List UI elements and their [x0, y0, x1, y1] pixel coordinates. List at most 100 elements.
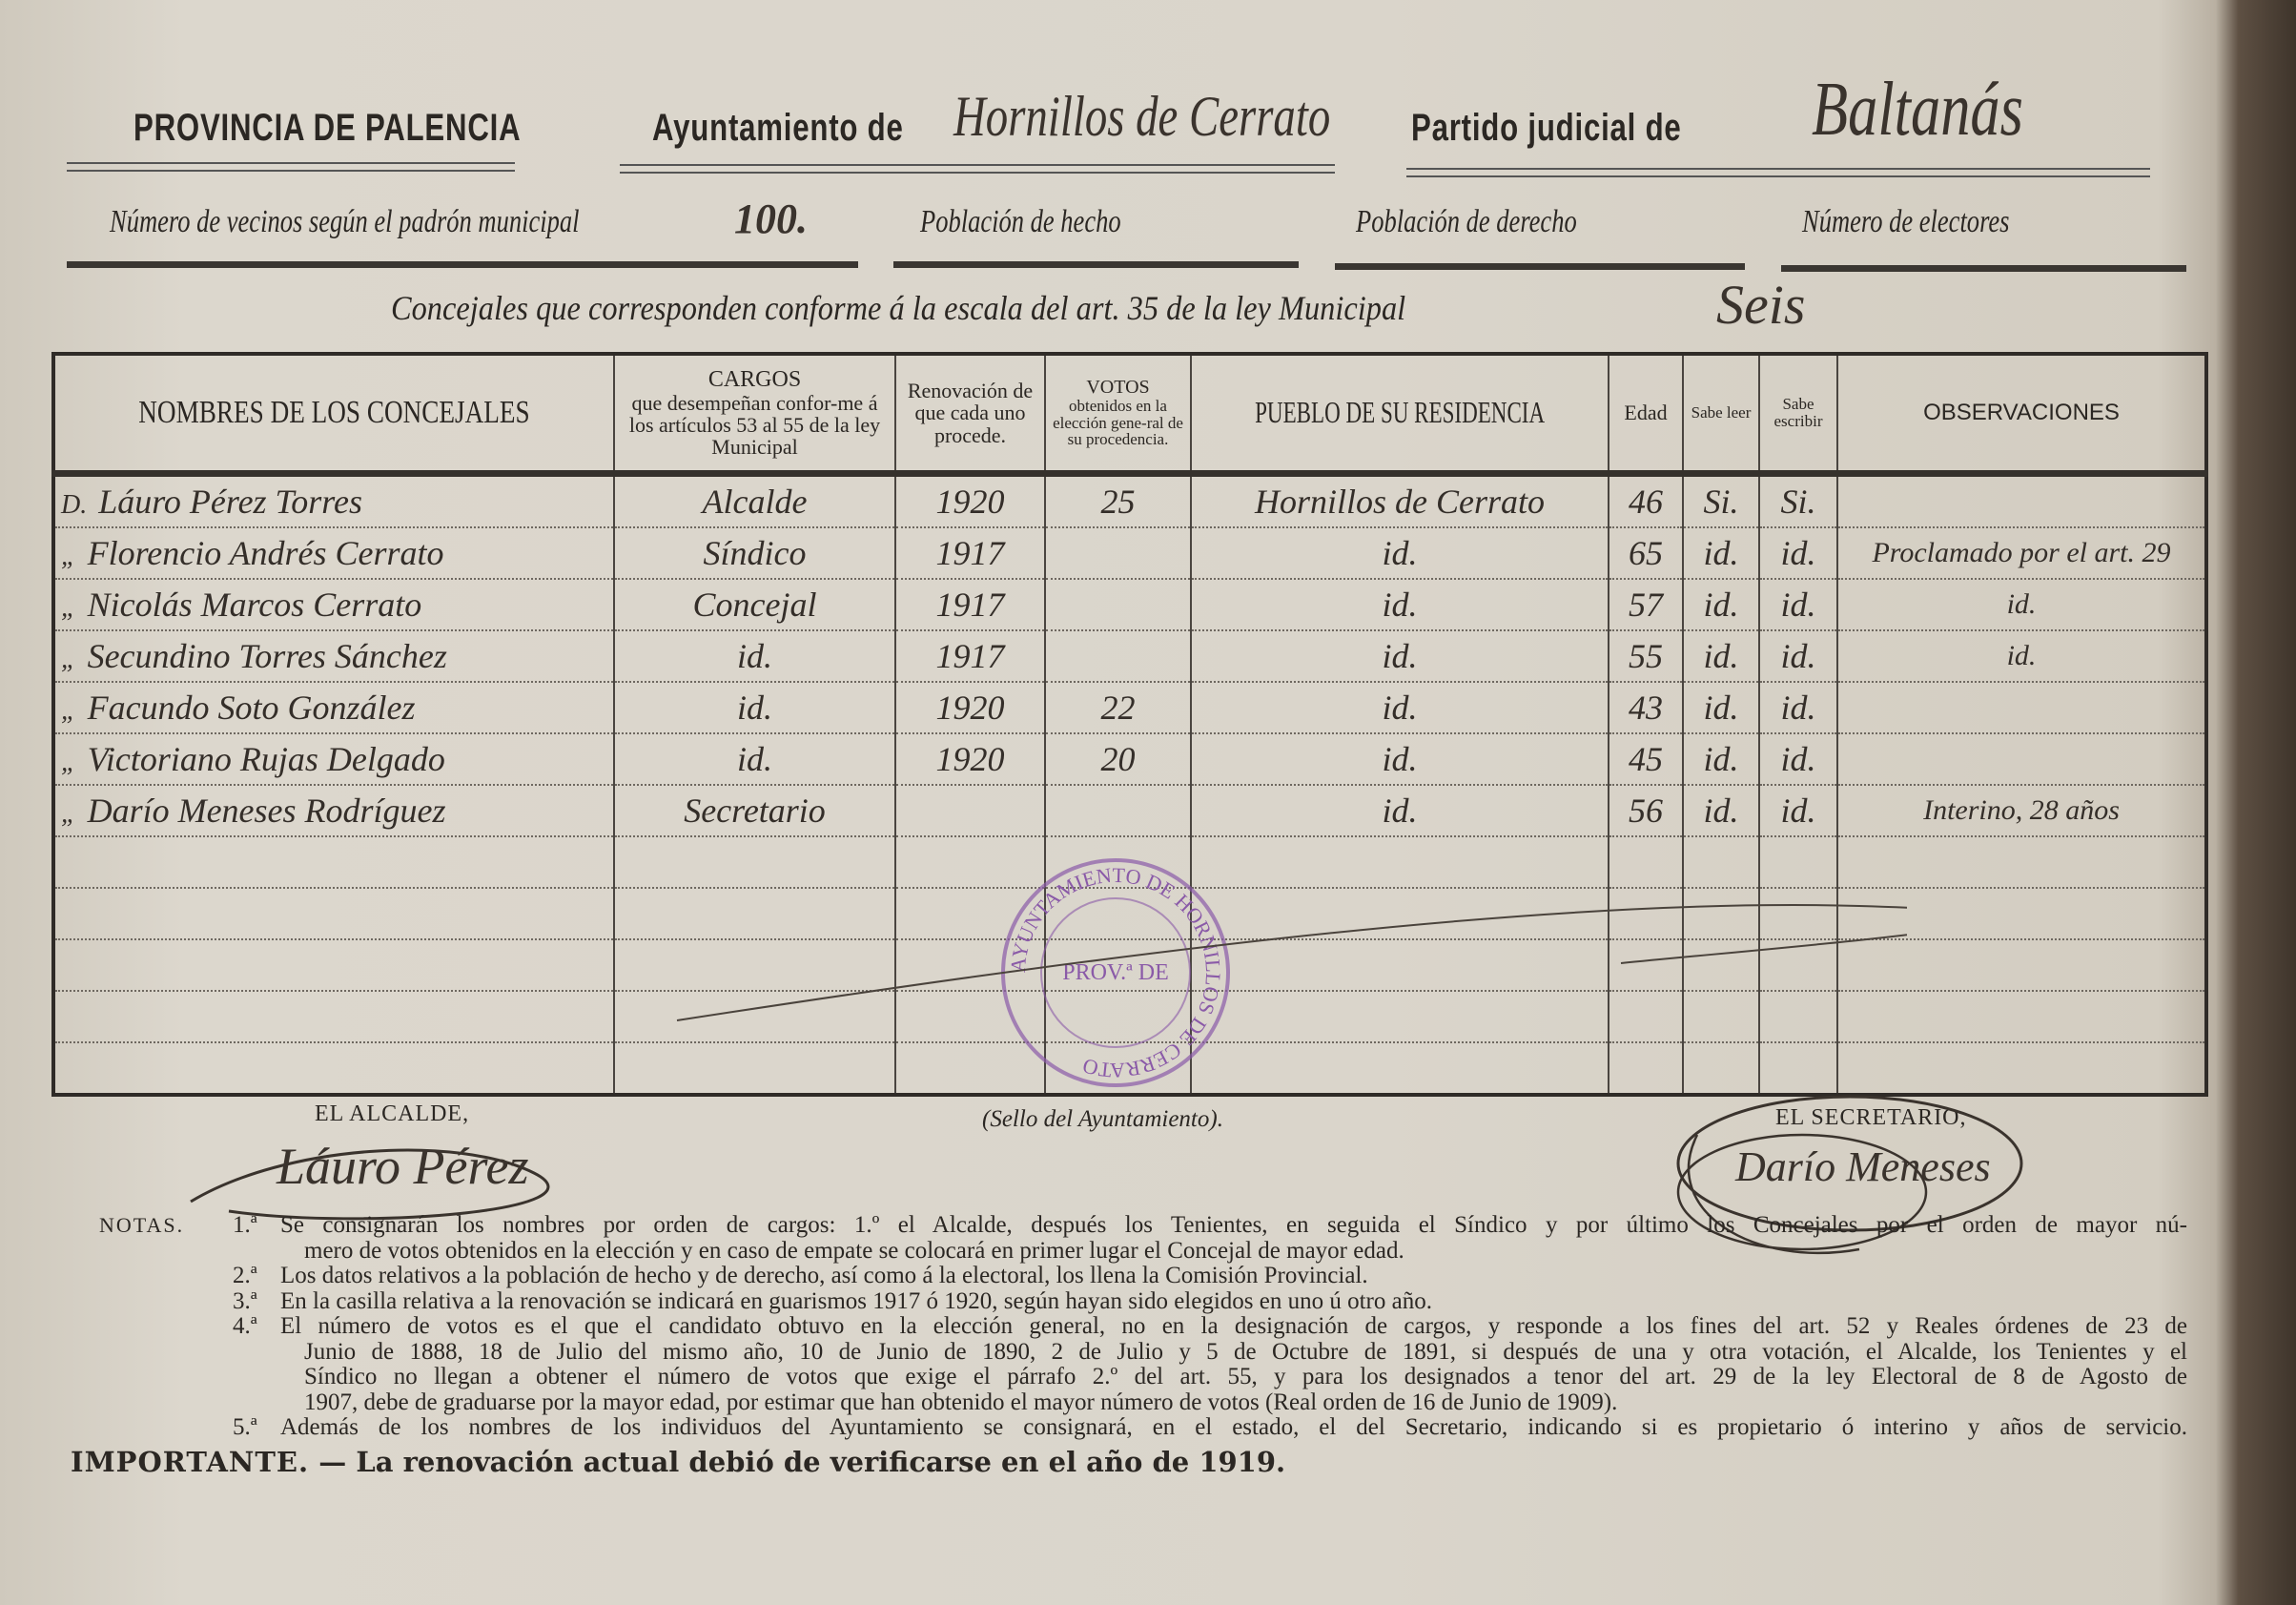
- concejales-value: Seis: [1716, 274, 1806, 336]
- partido-label: Partido judicial de: [1411, 107, 1682, 149]
- seal-center-text: PROV.ª DE: [1062, 960, 1169, 985]
- table-header-row: NOMBRES DE LOS CONCEJALES CARGOS que dese…: [52, 354, 2207, 477]
- name-prefix: „: [61, 799, 76, 829]
- cell-leer: id.: [1682, 785, 1760, 837]
- cell-observaciones: [1836, 991, 2207, 1043]
- cell-nombre: „ Victoriano Rujas Delgado: [52, 733, 615, 786]
- table-row: [52, 939, 2207, 992]
- table-row: „ Nicolás Marcos Cerrato Concejal 1917 id. 57…: [52, 579, 2207, 631]
- poblacion-hecho-label: Población de hecho: [920, 204, 1121, 239]
- cell-leer: Si.: [1682, 473, 1760, 528]
- divider: [67, 261, 858, 268]
- cell-observaciones: [1836, 888, 2207, 940]
- cell-votos: [1044, 630, 1192, 683]
- cell-edad: [1608, 836, 1684, 889]
- cell-nombre: „ Florencio Andrés Cerrato: [52, 527, 615, 580]
- table-row: „ Florencio Andrés Cerrato Síndico 1917 id. 6…: [52, 527, 2207, 580]
- note-text: mero de votos obtenidos en la elección y…: [304, 1237, 1404, 1264]
- cell-renovacion: [894, 939, 1046, 992]
- cell-edad: 56: [1608, 785, 1684, 837]
- table-row: [52, 1042, 2207, 1096]
- cell-observaciones: [1836, 836, 2207, 889]
- cell-votos: [1044, 836, 1192, 889]
- cell-nombre: [52, 836, 615, 889]
- cell-cargo: [613, 991, 896, 1043]
- cell-observaciones: [1836, 473, 2207, 528]
- name-prefix: „: [61, 645, 76, 674]
- cell-escribir: [1758, 888, 1838, 940]
- cell-escribir: id.: [1758, 682, 1838, 734]
- ayuntamiento-value: Hornillos de Cerrato: [953, 85, 1331, 148]
- cell-leer: id.: [1682, 733, 1760, 786]
- cell-pueblo: id.: [1190, 630, 1609, 683]
- divider: [893, 261, 1299, 268]
- cell-renovacion: 1917: [894, 527, 1046, 580]
- cell-nombre: „ Secundino Torres Sánchez: [52, 630, 615, 683]
- cell-edad: [1608, 991, 1684, 1043]
- cell-pueblo: [1190, 836, 1609, 889]
- cell-edad: [1608, 1042, 1684, 1096]
- concejal-name: Nicolás Marcos Cerrato: [87, 586, 422, 624]
- note-text: Junio de 1888, 18 de Julio del mismo año…: [304, 1338, 2187, 1365]
- cell-votos: 22: [1044, 682, 1192, 734]
- cell-votos: [1044, 991, 1192, 1043]
- cell-edad: 65: [1608, 527, 1684, 580]
- note-number: 1.ª: [233, 1212, 257, 1238]
- cell-cargo: Alcalde: [613, 473, 896, 528]
- cell-renovacion: 1920: [894, 682, 1046, 734]
- divider: [1335, 263, 1745, 270]
- note-number: 3.ª: [233, 1287, 257, 1314]
- cell-cargo: Secretario: [613, 785, 896, 837]
- cell-edad: 46: [1608, 473, 1684, 528]
- concejal-name: Darío Meneses Rodríguez: [87, 792, 446, 830]
- table-row: „ Facundo Soto González id. 1920 22 id. 43 id. i…: [52, 682, 2207, 734]
- cell-nombre: [52, 1042, 615, 1096]
- divider: [1406, 168, 2150, 177]
- cell-pueblo: Hornillos de Cerrato: [1190, 473, 1609, 528]
- divider: [620, 164, 1335, 174]
- cell-escribir: [1758, 836, 1838, 889]
- cell-cargo: [613, 836, 896, 889]
- secretario-label: EL SECRETARIO,: [1775, 1105, 1967, 1130]
- header-votos: VOTOS obtenidos en la elección gene-ral d…: [1044, 354, 1192, 477]
- cell-observaciones: [1836, 733, 2207, 786]
- cell-pueblo: id.: [1190, 682, 1609, 734]
- cell-pueblo: [1190, 991, 1609, 1043]
- important-text: — La renovación actual debió de verifica…: [318, 1446, 1286, 1478]
- cell-nombre: [52, 939, 615, 992]
- note-text: Además de los nombres de los individuos …: [280, 1414, 2187, 1440]
- note-text: Se consignarán los nombres por orden de …: [280, 1212, 2187, 1238]
- cell-renovacion: 1920: [894, 473, 1046, 528]
- note-number: 5.ª: [233, 1414, 257, 1440]
- sello-label: (Sello del Ayuntamiento).: [982, 1106, 1223, 1132]
- table-row: „ Secundino Torres Sánchez id. 1917 id. 55 id.…: [52, 630, 2207, 683]
- concejales-table: NOMBRES DE LOS CONCEJALES CARGOS que dese…: [51, 352, 2208, 1097]
- header-pueblo: PUEBLO DE SU RESIDENCIA: [1190, 354, 1609, 477]
- cell-edad: 45: [1608, 733, 1684, 786]
- province-label: PROVINCIA DE PALENCIA: [133, 107, 522, 149]
- cell-pueblo: id.: [1190, 527, 1609, 580]
- cell-escribir: Si.: [1758, 473, 1838, 528]
- important-note: IMPORTANTE. — La renovación actual debió…: [71, 1446, 1285, 1478]
- note-line: mero de votos obtenidos en la elección y…: [99, 1237, 2197, 1265]
- partido-value: Baltanás: [1812, 68, 2023, 152]
- cell-nombre: [52, 888, 615, 940]
- name-prefix: „: [61, 542, 76, 571]
- alcalde-label: EL ALCALDE,: [315, 1101, 470, 1126]
- cell-votos: 20: [1044, 733, 1192, 786]
- divider: [1781, 265, 2186, 272]
- table-row: [52, 991, 2207, 1043]
- cell-pueblo: [1190, 939, 1609, 992]
- header-nombres: NOMBRES DE LOS CONCEJALES: [52, 354, 615, 477]
- table-row: „ Darío Meneses Rodríguez Secretario id. 56 i…: [52, 785, 2207, 837]
- table-row: D. Láuro Pérez Torres Alcalde 1920 25 Hornill…: [52, 473, 2207, 528]
- cell-votos: [1044, 785, 1192, 837]
- cell-escribir: id.: [1758, 579, 1838, 631]
- cell-leer: [1682, 888, 1760, 940]
- note-number: 4.ª: [233, 1313, 257, 1339]
- cell-pueblo: id.: [1190, 579, 1609, 631]
- cell-cargo: id.: [613, 682, 896, 734]
- note-text: Los datos relativos a la población de he…: [280, 1263, 1368, 1288]
- table-row: [52, 836, 2207, 889]
- concejal-name: Facundo Soto González: [87, 689, 416, 727]
